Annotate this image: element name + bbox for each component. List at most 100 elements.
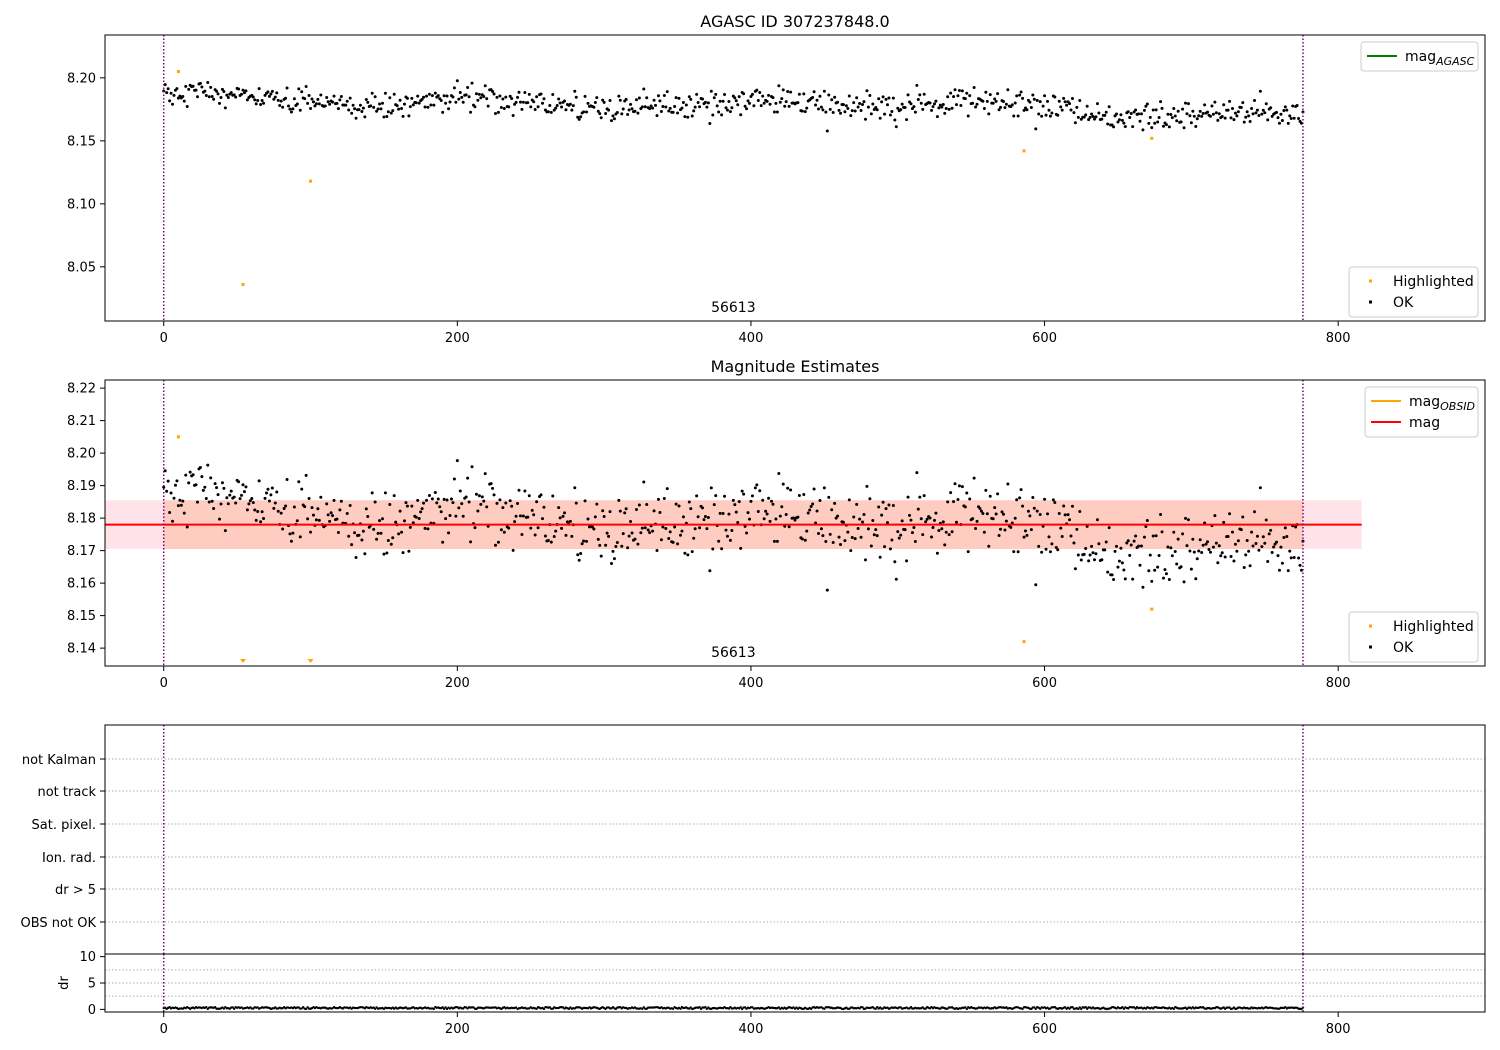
ok-point	[1115, 112, 1119, 116]
ok-point	[470, 465, 474, 469]
ok-point	[517, 488, 521, 492]
ok-point	[662, 497, 666, 501]
ok-point	[620, 544, 624, 548]
ok-point	[1157, 116, 1161, 120]
ok-point	[919, 101, 923, 105]
dr-point	[205, 1005, 208, 1009]
ok-point	[201, 488, 205, 492]
ok-point	[1213, 100, 1217, 104]
ok-point	[640, 105, 644, 109]
ok-point	[827, 93, 831, 97]
ok-point	[626, 546, 630, 550]
ok-point	[859, 535, 863, 539]
flag-label: not Kalman	[22, 753, 96, 768]
ok-point	[787, 104, 791, 108]
ok-point	[1128, 116, 1132, 119]
ok-point	[609, 562, 613, 566]
ok-point	[1048, 114, 1052, 118]
ok-point	[226, 502, 230, 506]
ok-point	[734, 510, 738, 514]
ok-point	[173, 483, 177, 487]
ok-point	[1244, 115, 1248, 119]
ok-point	[1131, 125, 1135, 129]
ok-point	[257, 479, 261, 483]
ok-point	[737, 500, 741, 504]
ok-point	[1220, 551, 1224, 555]
ok-point	[215, 486, 219, 490]
ok-point	[474, 92, 478, 96]
ok-point	[755, 483, 759, 487]
ok-point	[1151, 108, 1155, 112]
ok-point	[325, 95, 329, 99]
dr-point	[809, 1007, 813, 1011]
dr-point	[301, 1006, 305, 1009]
ok-point	[908, 513, 912, 517]
ok-point	[1134, 534, 1138, 538]
ok-point	[1088, 115, 1092, 119]
ok-point	[451, 501, 455, 505]
ok-point	[636, 111, 640, 115]
ok-point	[1179, 565, 1183, 569]
y-tick-label: 8.17	[67, 544, 96, 559]
ok-point	[1018, 93, 1022, 97]
ok-point	[1275, 110, 1279, 114]
ok-point	[386, 110, 390, 114]
legend-label: OK	[1393, 295, 1414, 311]
ok-point	[1153, 121, 1157, 125]
ok-point	[768, 519, 772, 523]
ok-point	[416, 498, 420, 502]
ok-point	[1073, 567, 1077, 571]
ok-point	[724, 106, 728, 110]
ok-point	[467, 95, 471, 99]
x-tick-label: 600	[1032, 331, 1057, 346]
ok-point	[527, 92, 531, 96]
ok-point	[1085, 524, 1089, 528]
ok-point	[604, 543, 608, 547]
ok-point	[273, 501, 277, 505]
flag-label: dr > 5	[55, 883, 96, 898]
ok-point	[1107, 105, 1111, 109]
ok-point	[1113, 549, 1117, 553]
ok-point	[350, 111, 354, 115]
ok-point	[841, 103, 845, 107]
ok-point	[1021, 504, 1025, 508]
ok-point	[496, 110, 500, 114]
ok-point	[269, 493, 273, 497]
highlighted-point	[1150, 607, 1154, 611]
ok-point	[1294, 525, 1298, 529]
ok-point	[778, 100, 782, 104]
ok-point	[257, 87, 261, 91]
ok-point	[372, 105, 376, 109]
ok-point	[1054, 546, 1058, 550]
ok-point	[1090, 112, 1094, 116]
ok-point	[376, 107, 380, 111]
ok-point	[1157, 553, 1161, 557]
ok-point	[1059, 526, 1063, 530]
ok-point	[469, 110, 473, 114]
ok-point	[721, 99, 725, 103]
ok-point	[830, 508, 834, 512]
ok-point	[1229, 116, 1233, 120]
ok-point	[310, 506, 314, 510]
ok-point	[830, 98, 834, 102]
ok-point	[210, 94, 214, 98]
ok-point	[780, 505, 784, 509]
ok-point	[583, 499, 587, 503]
ok-point	[1160, 530, 1164, 534]
agasc-plot-area	[162, 70, 1305, 286]
ok-point	[890, 110, 894, 113]
ok-point	[1189, 567, 1193, 571]
dr-point	[1077, 1007, 1080, 1011]
ok-point	[182, 99, 186, 103]
ok-point	[743, 524, 747, 528]
ok-point	[1175, 562, 1179, 566]
y-tick-label: 5	[88, 977, 96, 992]
ok-point	[1194, 577, 1198, 581]
ok-point	[954, 520, 958, 524]
ok-point	[491, 89, 495, 93]
ok-point	[781, 482, 785, 486]
ok-point	[687, 500, 691, 504]
ok-point	[546, 539, 550, 543]
chart-title: AGASC ID 307237848.0	[700, 12, 889, 31]
ok-point	[935, 115, 939, 119]
